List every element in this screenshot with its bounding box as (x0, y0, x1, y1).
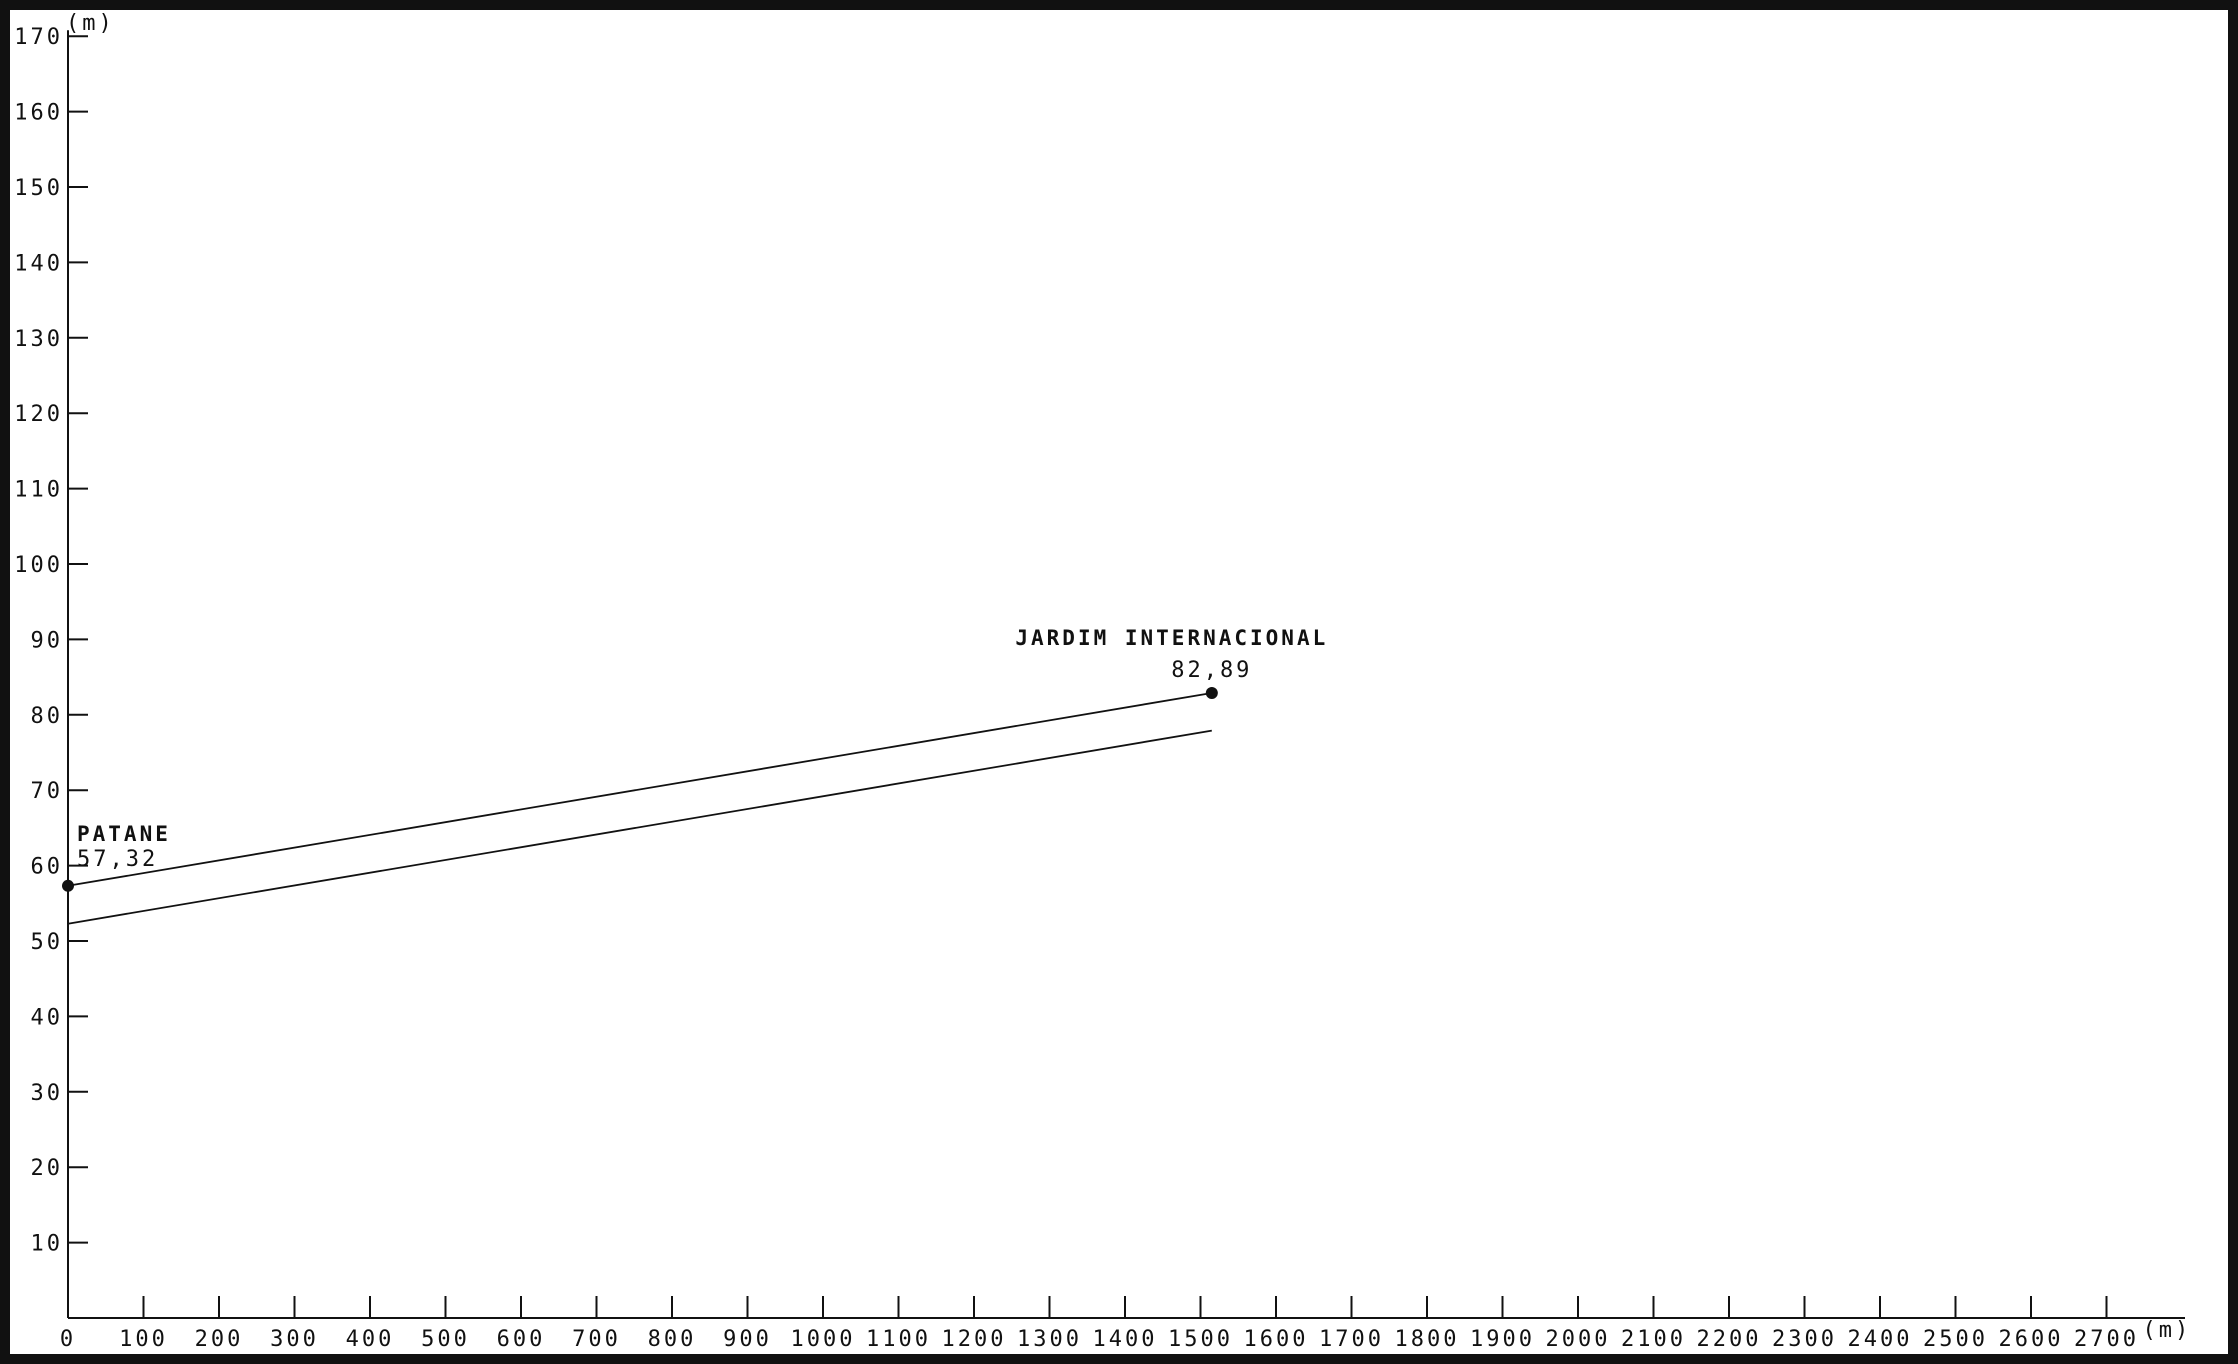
x-tick-label: 800 (648, 1327, 697, 1352)
x-tick-label: 1300 (1017, 1327, 1082, 1352)
x-tick-label: 700 (572, 1327, 621, 1352)
x-tick-label: 1700 (1319, 1327, 1384, 1352)
x-tick-label: 200 (195, 1327, 244, 1352)
x-tick-label: 2300 (1772, 1327, 1837, 1352)
x-tick-label: 600 (497, 1327, 546, 1352)
y-tick-label: 140 (14, 251, 63, 276)
x-tick-label: 300 (270, 1327, 319, 1352)
x-tick-label: 2000 (1546, 1327, 1611, 1352)
y-tick-label: 40 (31, 1005, 64, 1030)
y-tick-label: 90 (31, 628, 64, 653)
station-elevation-label: 57,32 (77, 847, 158, 872)
series-line-2 (67, 729, 1212, 925)
y-tick-label: 50 (31, 930, 64, 955)
y-tick-label: 170 (14, 25, 63, 50)
x-tick-label: 1000 (791, 1327, 856, 1352)
x-tick-label: 1600 (1244, 1327, 1309, 1352)
y-tick-label: 120 (14, 402, 63, 427)
x-axis-unit-label: (m) (2143, 1318, 2192, 1343)
y-tick-label: 10 (31, 1232, 64, 1257)
y-tick-label: 70 (31, 779, 64, 804)
x-tick-label: 2400 (1848, 1327, 1913, 1352)
x-tick-label: 0 (60, 1327, 76, 1352)
y-tick-label: 150 (14, 176, 63, 201)
x-tick-label: 500 (421, 1327, 470, 1352)
y-tick-label: 100 (14, 553, 63, 578)
x-tick-label: 1100 (866, 1327, 931, 1352)
x-tick-label: 2500 (1923, 1327, 1988, 1352)
y-tick-label: 80 (31, 704, 64, 729)
y-tick-label: 130 (14, 327, 63, 352)
x-tick-label: 2600 (1999, 1327, 2064, 1352)
y-tick-label: 60 (31, 855, 64, 880)
station-point (1205, 687, 1218, 700)
x-tick-label: 100 (119, 1327, 168, 1352)
y-tick-label: 160 (14, 101, 63, 126)
y-tick-label: 30 (31, 1081, 64, 1106)
y-axis-unit-label: (m) (66, 11, 115, 36)
x-tick-label: 2200 (1697, 1327, 1762, 1352)
station-elevation-label: 82,89 (1171, 658, 1252, 683)
x-tick-label: 900 (723, 1327, 772, 1352)
x-tick-label: 1500 (1168, 1327, 1233, 1352)
x-tick-label: 1900 (1470, 1327, 1535, 1352)
ticks: 10 20 30 40 50 60 70 80 90 100 110 120 130 140 150 160 1… (14, 25, 2139, 1352)
x-tick-label: 1200 (942, 1327, 1007, 1352)
station-name-label: JARDIM INTERNACIONAL (1015, 626, 1328, 650)
station-point (62, 879, 74, 892)
station-name-label: PATANE (77, 822, 171, 846)
y-tick-label: 110 (14, 478, 63, 503)
x-tick-label: 400 (346, 1327, 395, 1352)
x-tick-label: 2700 (2074, 1327, 2139, 1352)
x-tick-label: 2100 (1621, 1327, 1686, 1352)
series-line-1 (67, 692, 1212, 887)
axes: (m) (m) (66, 11, 2192, 1343)
x-tick-label: 1800 (1395, 1327, 1460, 1352)
y-tick-label: 20 (31, 1156, 64, 1181)
x-tick-label: 1400 (1093, 1327, 1158, 1352)
